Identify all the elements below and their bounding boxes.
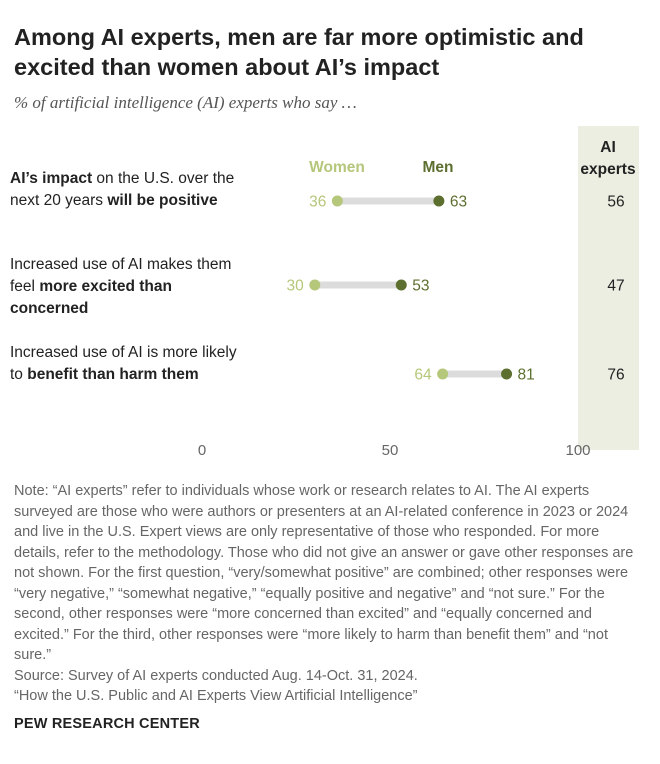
x-tick-label: 0 <box>198 442 206 459</box>
women-value-label: 36 <box>309 194 326 211</box>
ai-experts-value: 76 <box>607 367 624 384</box>
note-text: Note: “AI experts” refer to individuals … <box>14 483 634 663</box>
women-dot <box>331 195 343 207</box>
chart-subtitle: % of artificial intelligence (AI) expert… <box>14 93 357 112</box>
row-label-part: Increased use of AI is more likely to <box>10 344 237 383</box>
men-value-label: 81 <box>518 367 535 384</box>
notes: Note: “AI experts” refer to individuals … <box>14 481 644 707</box>
source-text: Source: Survey of AI experts conducted A… <box>14 667 418 684</box>
x-tick-label: 100 <box>565 442 590 459</box>
women-dot <box>437 368 449 380</box>
row-label: Increased use of AI is more likely to be… <box>10 342 240 386</box>
x-tick-label: 50 <box>382 442 399 459</box>
report-title-text: “How the U.S. Public and AI Experts View… <box>14 688 418 704</box>
men-value-label: 63 <box>450 194 467 211</box>
row-label-bold-part: more excited than concerned <box>10 278 172 317</box>
women-dot <box>309 279 321 291</box>
row-label-bold-part: benefit than harm them <box>27 366 199 383</box>
ai-experts-value: 47 <box>607 278 624 295</box>
ai-experts-column-header-line1: AI <box>600 139 616 156</box>
dot-plot-chart: AI experts Women Men 36 63 56 30 53 47 64 81 76 0… <box>198 126 639 460</box>
footer-org: PEW RESEARCH CENTER <box>14 716 200 732</box>
men-dot <box>501 368 513 380</box>
men-value-label: 53 <box>412 278 429 295</box>
ai-experts-value: 56 <box>607 194 624 211</box>
legend-men: Men <box>423 159 454 176</box>
legend-women: Women <box>309 159 365 176</box>
row-label-bold-part: will be positive <box>107 192 218 209</box>
chart-title: Among AI experts, men are far more optim… <box>14 24 584 80</box>
men-dot <box>395 279 407 291</box>
row-label-part: Increased use of AI makes them feel <box>10 256 232 295</box>
women-value-label: 30 <box>287 278 305 295</box>
row-label-bold-part: AI’s impact <box>10 170 93 187</box>
men-dot <box>433 195 445 207</box>
ai-experts-column-background <box>578 126 639 450</box>
women-value-label: 64 <box>414 367 432 384</box>
chart-marks: 36 63 56 30 53 47 64 81 76 0 50 100 <box>198 194 625 460</box>
ai-experts-column-header-line2: experts <box>580 161 635 178</box>
row-label: AI’s impact on the U.S. over the next 20… <box>10 168 240 212</box>
row-label: Increased use of AI makes them feel more… <box>10 254 240 320</box>
row-label-part: on the U.S. over the next 20 years <box>10 170 235 209</box>
